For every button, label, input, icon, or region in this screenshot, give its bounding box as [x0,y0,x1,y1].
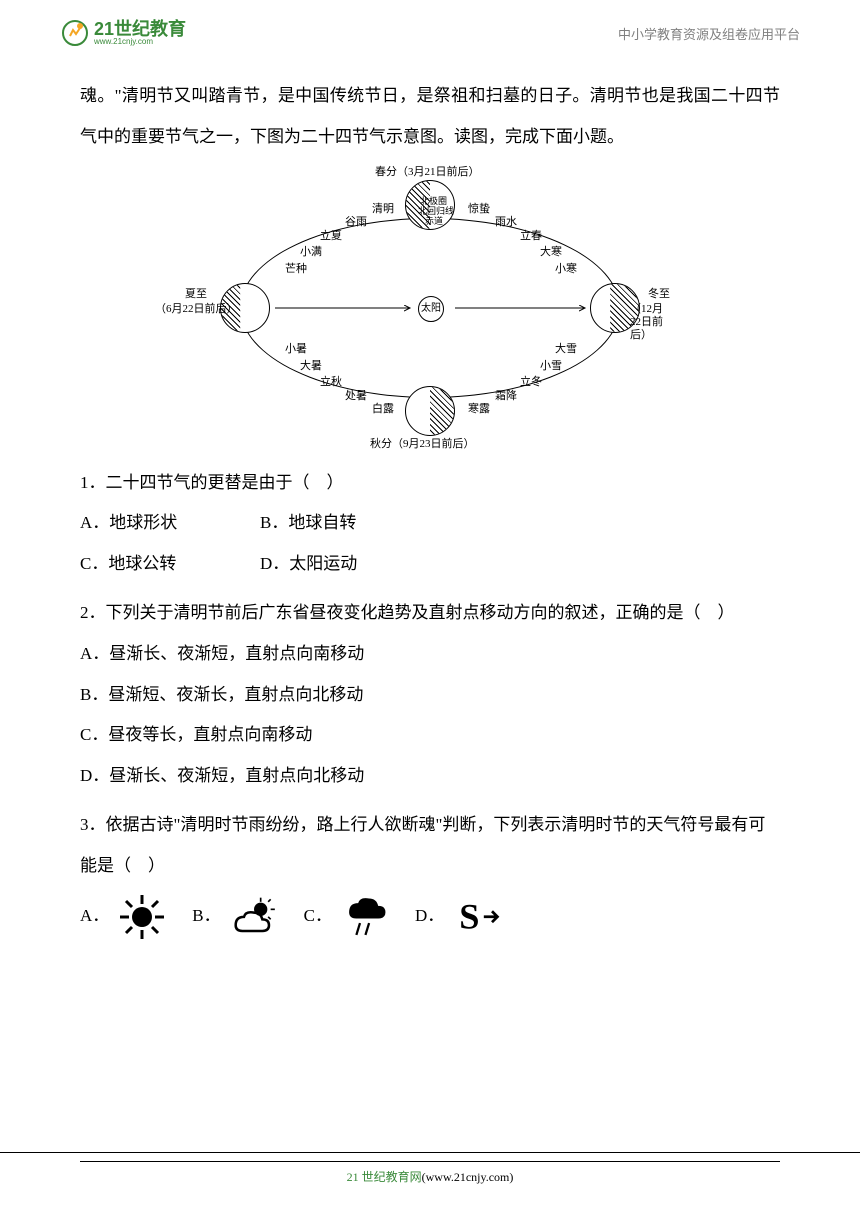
q3-letter-c: C． [304,896,332,937]
q1-option-c: C．地球公转 [80,544,200,585]
q2-option-c: C．昼夜等长，直射点向南移动 [80,715,780,756]
q2-option-d: D．昼渐长、夜渐短，直射点向北移动 [80,756,780,797]
label-spring: 春分（3月21日前后） [375,166,480,179]
q3-letter-a: A． [80,896,109,937]
page-footer: 21 世纪教育网(www.21cnjy.com) [0,1152,860,1186]
q1-option-d: D．太阳运动 [260,544,380,585]
term-lixia: 立夏 [320,230,342,243]
sandstorm-icon: S [452,892,502,942]
q1-option-a: A．地球形状 [80,503,200,544]
svg-text:S: S [460,896,480,936]
q1-options-row-1: A．地球形状 B．地球自转 [80,503,780,544]
weather-option-b: B． [192,892,278,942]
term-shuangjiang: 霜降 [495,390,517,403]
term-hanlu: 寒露 [468,403,490,416]
term-guyu: 谷雨 [345,216,367,229]
term-mangzhong: 芒种 [285,263,307,276]
q2-option-b: B．昼渐短、夜渐长，直射点向北移动 [80,675,780,716]
solar-terms-diagram: 太阳 春分（3月21日前后） 秋分（9月23日前后） 夏至 （6月22日前后） … [190,168,670,448]
term-yushui: 雨水 [495,216,517,229]
rainy-icon [340,892,390,942]
term-xiaohan: 小寒 [555,263,577,276]
term-xiaoshu: 小暑 [285,343,307,356]
q1-option-b: B．地球自转 [260,503,380,544]
term-chushu: 处暑 [345,390,367,403]
term-lichun: 立春 [520,230,542,243]
footer-brand: 21 世纪教育网 [347,1170,422,1184]
page-header: 21世纪教育 www.21cnjy.com 中小学教育资源及组卷应用平台 [0,0,860,56]
intro-paragraph: 魂。"清明节又叫踏青节，是中国传统节日，是祭祖和扫墓的日子。清明节也是我国二十四… [80,76,780,158]
header-subtitle: 中小学教育资源及组卷应用平台 [618,24,800,43]
label-autumn: 秋分（9月23日前后） [370,438,475,451]
term-liqiu: 立秋 [320,376,342,389]
q1-text: 1．二十四节气的更替是由于（ ） [80,463,780,504]
sunny-icon [117,892,167,942]
q1-options-row-2: C．地球公转 D．太阳运动 [80,544,780,585]
q2-option-a: A．昼渐长、夜渐短，直射点向南移动 [80,634,780,675]
footer-url: (www.21cnjy.com) [422,1170,514,1184]
q3-letter-d: D． [415,896,444,937]
term-xiaoman: 小满 [300,246,322,259]
term-lidong: 立冬 [520,376,542,389]
q2-text: 2．下列关于清明节前后广东省昼夜变化趋势及直射点移动方向的叙述，正确的是（ ） [80,593,780,634]
label-winter-2: （12月22日前后） [630,303,670,343]
question-3: 3．依据古诗"清明时节雨纷纷，路上行人欲断魂"判断，下列表示清明时节的天气符号最… [80,805,780,942]
q3-text: 3．依据古诗"清明时节雨纷纷，路上行人欲断魂"判断，下列表示清明时节的天气符号最… [80,805,780,887]
logo-sub-text: www.21cnjy.com [94,38,186,46]
label-summer-1: 夏至 [185,288,207,301]
weather-options: A． [80,892,780,942]
term-jingzhe: 惊蛰 [468,203,490,216]
term-bailu: 白露 [372,403,394,416]
inner-label-3: 赤道 [425,216,443,227]
q3-letter-b: B． [192,896,220,937]
term-dahan: 大寒 [540,246,562,259]
weather-option-a: A． [80,892,167,942]
logo-main-text: 21世纪教育 [94,20,186,38]
term-qingming: 清明 [372,203,394,216]
earth-autumn-equinox [405,386,455,436]
partly-cloudy-icon [229,892,279,942]
term-dashu: 大暑 [300,360,322,373]
sun-icon: 太阳 [418,296,444,322]
weather-option-c: C． [304,892,390,942]
logo-area: 21世纪教育 www.21cnjy.com [60,18,186,48]
term-xiaoxue: 小雪 [540,360,562,373]
logo-icon [60,18,90,48]
earth-shadow [406,387,454,435]
sun-label: 太阳 [421,297,441,321]
content-area: 魂。"清明节又叫踏青节，是中国传统节日，是祭祖和扫墓的日子。清明节也是我国二十四… [0,56,860,942]
diagram-container: 太阳 春分（3月21日前后） 秋分（9月23日前后） 夏至 （6月22日前后） … [80,168,780,448]
term-daxue: 大雪 [555,343,577,356]
logo-text-container: 21世纪教育 www.21cnjy.com [94,20,186,46]
question-1: 1．二十四节气的更替是由于（ ） A．地球形状 B．地球自转 C．地球公转 D．… [80,463,780,585]
weather-option-d: D． S [415,892,502,942]
label-winter-1: 冬至 [648,288,670,301]
label-summer-2: （6月22日前后） [155,303,238,316]
question-2: 2．下列关于清明节前后广东省昼夜变化趋势及直射点移动方向的叙述，正确的是（ ） … [80,593,780,797]
